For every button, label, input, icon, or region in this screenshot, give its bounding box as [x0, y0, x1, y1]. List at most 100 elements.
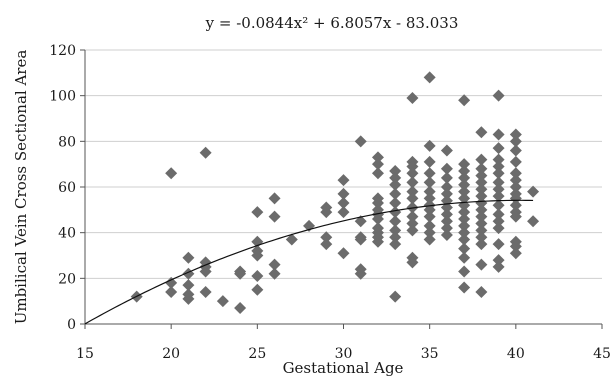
y-tick-label: 80	[58, 134, 76, 150]
data-point	[475, 238, 488, 251]
data-point	[458, 206, 471, 219]
data-point	[423, 176, 436, 189]
data-point	[475, 176, 488, 189]
data-point	[492, 176, 505, 189]
data-point	[406, 185, 419, 198]
data-point	[371, 158, 384, 171]
data-point	[285, 233, 298, 246]
data-point	[458, 212, 471, 225]
data-point	[337, 206, 350, 219]
data-point	[389, 196, 402, 209]
x-tick-label: 30	[335, 346, 353, 362]
data-point	[389, 206, 402, 219]
data-point	[406, 192, 419, 205]
data-point	[475, 169, 488, 182]
data-point	[492, 222, 505, 235]
data-points	[130, 71, 540, 315]
x-tick-label: 25	[248, 346, 266, 362]
data-point	[354, 233, 367, 246]
data-point	[389, 215, 402, 228]
data-point	[406, 224, 419, 237]
data-point	[389, 187, 402, 200]
data-point	[458, 242, 471, 255]
x-axis-label: Gestational Age	[283, 359, 404, 377]
data-point	[423, 71, 436, 84]
data-point	[268, 210, 281, 223]
data-point	[475, 286, 488, 299]
data-point	[165, 276, 178, 289]
grid	[85, 49, 602, 279]
data-point	[492, 167, 505, 180]
data-point	[509, 181, 522, 193]
data-point	[423, 155, 436, 168]
data-point	[423, 167, 436, 180]
data-point	[320, 206, 333, 219]
data-point	[423, 185, 436, 198]
data-point	[492, 260, 505, 273]
data-point	[509, 192, 522, 205]
data-point	[475, 126, 488, 139]
data-point	[234, 302, 247, 315]
data-point	[423, 203, 436, 216]
data-point	[458, 251, 471, 264]
data-point	[182, 251, 195, 264]
trendline	[84, 199, 534, 325]
data-point	[475, 217, 488, 230]
data-point	[527, 215, 540, 228]
data-point	[492, 183, 505, 196]
data-point	[337, 187, 350, 200]
data-point	[199, 286, 212, 299]
data-point	[458, 178, 471, 191]
data-point	[509, 155, 522, 168]
data-point	[475, 183, 488, 196]
data-point	[475, 196, 488, 209]
data-point	[440, 181, 453, 193]
data-point	[440, 215, 453, 228]
x-tick-label: 35	[421, 346, 439, 362]
data-point	[509, 144, 522, 157]
data-point	[458, 94, 471, 107]
data-point	[475, 190, 488, 203]
data-point	[458, 226, 471, 239]
y-tick-label: 40	[58, 226, 76, 242]
data-point	[199, 146, 212, 159]
data-point	[199, 265, 212, 278]
data-point	[251, 249, 264, 262]
data-point	[389, 171, 402, 184]
data-point	[458, 192, 471, 205]
data-point	[371, 235, 384, 248]
ticks: 0 20 40 60 80 100 120 15 20 25 30 35 40 45	[49, 43, 611, 362]
data-point	[423, 226, 436, 239]
data-point	[389, 231, 402, 244]
data-point	[475, 203, 488, 216]
data-point	[492, 190, 505, 203]
y-axis-label: Umbilical Vein Cross Sectional Area	[12, 50, 30, 325]
data-point	[182, 279, 195, 292]
x-tick-label: 20	[162, 346, 180, 362]
data-point	[440, 187, 453, 200]
data-point	[406, 167, 419, 180]
data-point	[475, 231, 488, 244]
data-point	[406, 210, 419, 223]
data-point	[406, 160, 419, 173]
data-point	[268, 258, 281, 271]
data-point	[251, 283, 264, 296]
y-tick-label: 60	[58, 180, 76, 196]
data-point	[492, 160, 505, 173]
data-point	[509, 240, 522, 253]
data-point	[406, 176, 419, 189]
data-point	[423, 219, 436, 232]
data-point	[475, 224, 488, 237]
data-point	[492, 208, 505, 221]
data-point	[337, 174, 350, 187]
data-point	[423, 210, 436, 223]
data-point	[216, 295, 229, 308]
data-point	[492, 128, 505, 141]
data-point	[475, 210, 488, 223]
data-point	[509, 167, 522, 180]
data-point	[440, 222, 453, 235]
data-point	[354, 267, 367, 280]
data-point	[509, 174, 522, 187]
data-point	[251, 270, 264, 283]
